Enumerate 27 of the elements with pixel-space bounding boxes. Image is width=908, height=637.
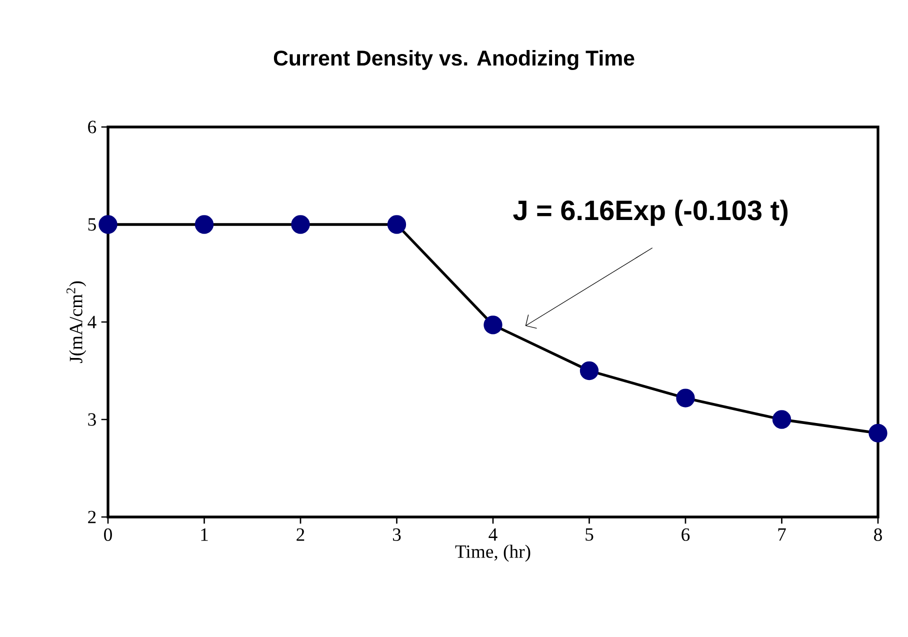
x-tick-label: 5 <box>586 528 594 541</box>
y-tick-label: 3 <box>88 413 96 426</box>
x-tick-label: 7 <box>778 528 786 541</box>
y-axis-title: J(mA/cm$^{2}$) <box>66 281 86 364</box>
x-tick-label: 8 <box>874 528 882 541</box>
x-tick-label: 3 <box>392 528 401 541</box>
y-tick-label: 6 <box>88 120 96 134</box>
point <box>580 361 599 380</box>
x-axis-title: Time, (hr) <box>455 544 530 562</box>
x-tick-label: 6 <box>682 528 690 541</box>
y-tick-label: 5 <box>88 218 96 231</box>
point <box>194 215 214 234</box>
y-tick-label: 4 <box>88 316 96 328</box>
x-tick-label: 4 <box>488 528 498 541</box>
y-tick-label: 2 <box>88 510 96 524</box>
point <box>291 215 310 234</box>
point <box>868 424 888 442</box>
point <box>772 410 792 429</box>
point <box>387 215 406 234</box>
x-tick-label: 2 <box>296 528 304 541</box>
x-tick-label: 0 <box>104 528 112 541</box>
x-tick-label: 1 <box>201 528 208 541</box>
point <box>484 316 502 334</box>
point <box>98 215 118 234</box>
point <box>676 388 695 408</box>
annotation: J = 6.16Exp (-0.103 t) <box>513 200 788 226</box>
chart-title: Current Density vs. Anodizing Time <box>274 50 634 70</box>
